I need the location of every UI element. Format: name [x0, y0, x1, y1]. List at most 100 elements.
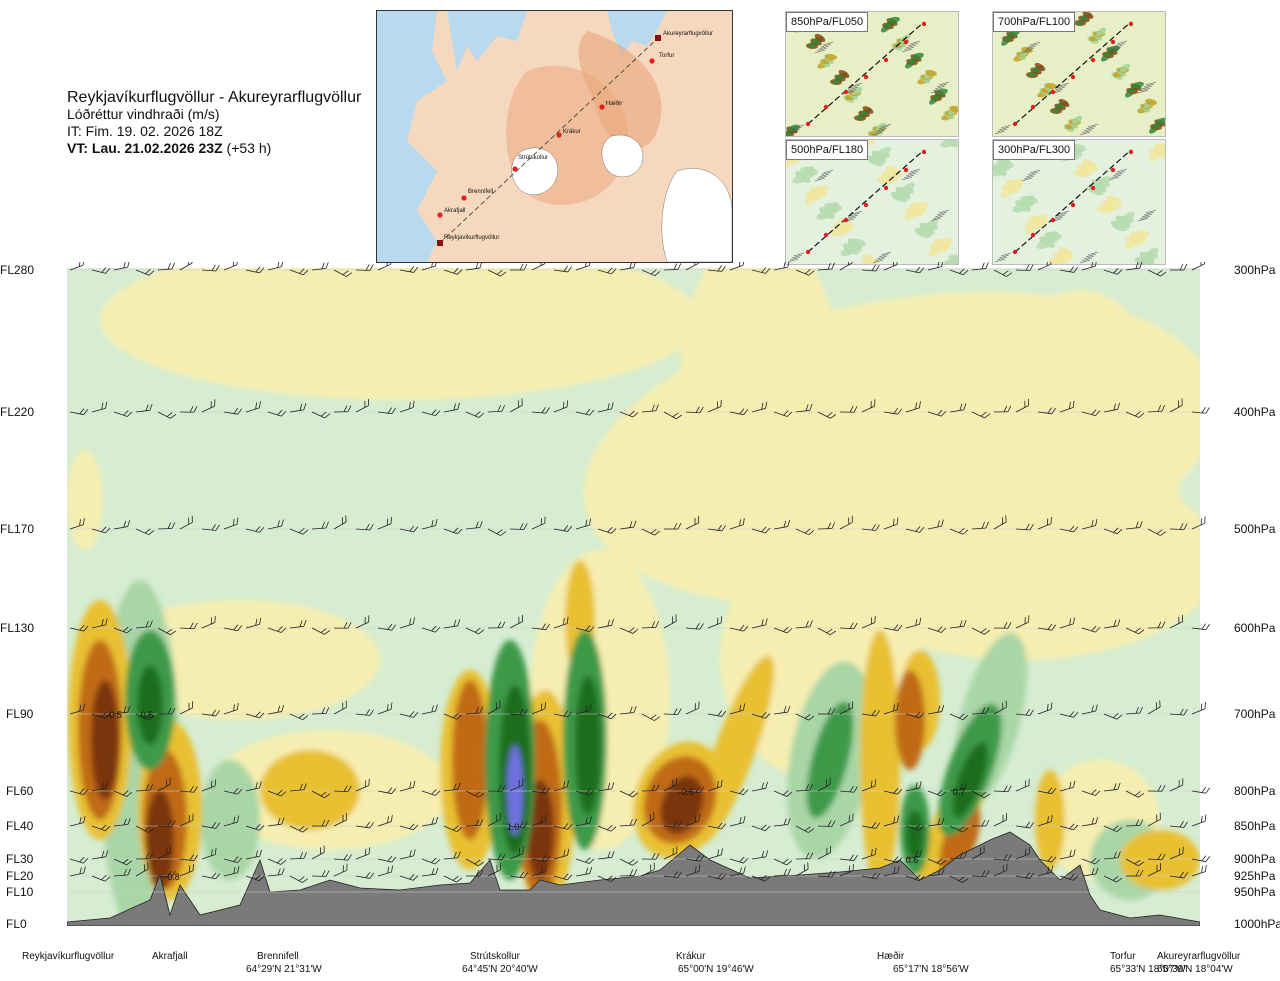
wind-barb: [597, 527, 617, 534]
wind-barb: [443, 825, 463, 833]
wind-barb: [575, 408, 595, 416]
wind-barb: [201, 524, 220, 531]
wind-barb: [289, 528, 309, 535]
wind-barb: [927, 705, 945, 715]
wind-barb: [751, 401, 768, 413]
wind-barb: [135, 269, 155, 276]
wind-barb: [487, 812, 501, 827]
wind-barb: [729, 866, 746, 877]
wind-barb: [91, 824, 111, 832]
wind-barb: [421, 625, 441, 633]
wind-barb: [905, 526, 925, 533]
wind-barb: [91, 401, 108, 413]
wind-barb: [927, 519, 944, 530]
wind-barb: [1015, 615, 1030, 629]
wind-barb: [355, 264, 374, 271]
wind-barb: [377, 623, 397, 631]
wind-barb: [531, 814, 547, 827]
wind-barb: [333, 515, 347, 530]
wind-barb: [1170, 263, 1188, 271]
wind-barb: [421, 409, 441, 417]
wind-barb: [1081, 817, 1099, 827]
wind-barb: [91, 712, 111, 719]
wind-barb: [1147, 269, 1167, 277]
wind-barb: [553, 710, 573, 718]
station-coordinate: 65°00'N 19°46'W: [678, 964, 754, 975]
chart-header: Reykjavíkurflugvöllur - Akureyrarflugvöl…: [67, 89, 361, 157]
wind-barb: [157, 777, 171, 792]
wind-barb: [839, 262, 853, 271]
wind-barb: [751, 267, 771, 274]
wind-barb: [289, 713, 309, 721]
wind-barb: [949, 713, 969, 721]
wind-barb: [1147, 853, 1166, 861]
thumbnail-700hpa[interactable]: 700hPa/FL100: [992, 11, 1166, 137]
wind-barb: [971, 411, 991, 419]
flight-level-label: FL30: [6, 852, 34, 866]
wind-barb: [619, 818, 637, 827]
wind-barb: [179, 622, 198, 630]
wind-barb: [685, 262, 699, 271]
wind-barb: [905, 874, 925, 882]
wind-barb: [971, 707, 990, 715]
wind-barb: [729, 408, 749, 416]
wind-barb: [245, 824, 265, 831]
wind-barb: [773, 790, 793, 797]
wind-barb: [707, 779, 723, 792]
wind-barb: [179, 813, 194, 827]
wind-barb: [707, 848, 723, 860]
wind-barb: [1037, 865, 1054, 877]
wind-field-region: [680, 268, 840, 530]
wind-barb: [817, 522, 836, 530]
wind-barb: [905, 849, 922, 860]
wind-field-region: [146, 790, 174, 890]
wind-field-region: [895, 670, 925, 770]
wind-barb: [267, 817, 285, 827]
wind-barb: [861, 822, 881, 829]
wind-barb: [509, 871, 528, 879]
wind-barb: [1147, 785, 1166, 792]
wind-barb: [157, 411, 177, 419]
pressure-level-label: 950hPa: [1234, 885, 1276, 899]
wind-barb: [223, 865, 240, 877]
wind-barb: [531, 855, 551, 863]
wind-barb: [949, 825, 969, 833]
thumbnail-850hpa[interactable]: 850hPa/FL050: [785, 11, 959, 137]
wind-barb: [333, 700, 347, 715]
wind-barb: [113, 262, 130, 271]
wind-barb: [1103, 402, 1120, 413]
wind-barb: [91, 526, 111, 534]
thumbnail-300hpa[interactable]: 300hPa/FL300: [992, 139, 1166, 265]
wind-barb: [707, 265, 726, 272]
wind-barb: [135, 403, 153, 413]
wind-barb: [729, 856, 749, 864]
wind-barb: [113, 410, 133, 417]
wind-barb: [1169, 398, 1183, 413]
wind-barb: [1015, 264, 1034, 271]
wind-barb: [1147, 700, 1161, 715]
thumbnail-500hpa[interactable]: 500hPa/FL180: [785, 139, 959, 265]
map-route-point: [437, 212, 443, 218]
wind-barb: [1147, 528, 1167, 536]
wind-barb: [773, 868, 791, 877]
wind-barb: [839, 701, 854, 715]
wind-barb: [1191, 623, 1210, 631]
wind-barb: [597, 782, 615, 792]
wind-barb: [971, 790, 991, 799]
wind-barb: [1191, 814, 1207, 827]
wind-barb: [1191, 786, 1211, 794]
wind-barb: [443, 619, 461, 629]
wind-barb: [1169, 523, 1188, 530]
wind-barb: [1191, 855, 1211, 863]
wind-barb: [1059, 823, 1079, 831]
wind-barb: [421, 867, 439, 877]
wind-barb: [927, 858, 947, 865]
wind-barb: [333, 785, 352, 793]
wind-barb: [69, 262, 85, 271]
wind-barb: [333, 863, 348, 877]
valid-time-offset: (+53 h): [222, 140, 272, 156]
wind-barb: [91, 781, 108, 792]
wind-barb: [553, 525, 573, 532]
wind-barb: [861, 709, 880, 717]
wind-barb: [883, 624, 903, 632]
